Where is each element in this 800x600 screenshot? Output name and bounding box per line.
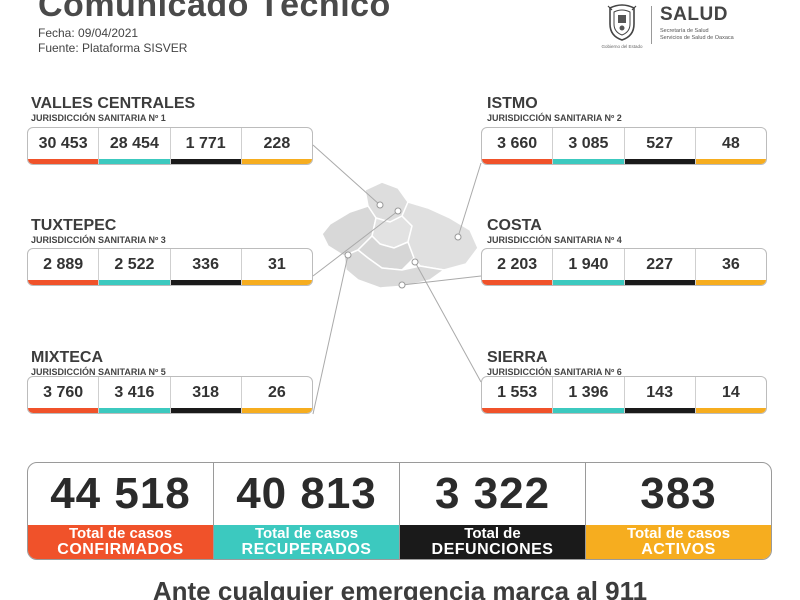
jurisdiction-label: JURISDICCIÓN SANITARIA Nº 1 — [31, 113, 166, 123]
data-source: Fuente: Plataforma SISVER — [38, 41, 188, 55]
total-confirmed: 44 518 Total de casos CONFIRMADOS — [28, 463, 214, 559]
stats-istmo: 3 660 3 085 527 48 — [481, 127, 767, 165]
confirmed-count: 3 660 — [482, 128, 554, 164]
region-name-istmo: ISTMO — [487, 95, 538, 112]
salud-logo-subtitle: Secretaría de Salud — [660, 28, 709, 34]
deaths-count: 336 — [170, 249, 242, 285]
map-region-costa — [343, 249, 446, 289]
recovered-count: 1 396 — [553, 377, 625, 413]
totals-panel: 44 518 Total de casos CONFIRMADOS 40 813… — [27, 462, 772, 560]
total-active: 383 Total de casos ACTIVOS — [586, 463, 771, 559]
emergency-message: Ante cualquier emergencia marca al 911 — [152, 576, 648, 600]
deaths-count: 318 — [170, 377, 242, 413]
confirmed-count: 3 760 — [28, 377, 100, 413]
region-name-tuxtepec: TUXTEPEC — [31, 217, 117, 234]
stats-tuxtepec: 2 889 2 522 336 31 — [27, 248, 313, 286]
page-title: Comunicado Técnico — [38, 0, 391, 24]
total-deaths: 3 322 Total de DEFUNCIONES — [400, 463, 586, 559]
leader-line-mixteca — [312, 254, 349, 415]
total-active-value: 383 — [640, 469, 717, 518]
recovered-count: 3 085 — [553, 128, 625, 164]
region-name-sierra: SIERRA — [487, 349, 548, 366]
stats-costa: 2 203 1 940 227 36 — [481, 248, 767, 286]
total-confirmed-label: Total de casos CONFIRMADOS — [28, 525, 213, 559]
deaths-count: 527 — [624, 128, 696, 164]
oaxaca-map — [321, 181, 479, 289]
logo-divider — [651, 6, 652, 44]
recovered-count: 1 940 — [553, 249, 625, 285]
leader-line-valles-centrales — [312, 144, 381, 206]
region-name-costa: COSTA — [487, 217, 542, 234]
salud-logo-subtitle-2: Servicios de Salud de Oaxaca — [660, 35, 734, 41]
total-confirmed-value: 44 518 — [50, 469, 191, 518]
total-recovered: 40 813 Total de casos RECUPERADOS — [214, 463, 400, 559]
jurisdiction-label: JURISDICCIÓN SANITARIA Nº 2 — [487, 113, 622, 123]
stats-valles-centrales: 30 453 28 454 1 771 228 — [27, 127, 313, 165]
total-recovered-label: Total de casos RECUPERADOS — [214, 525, 399, 559]
confirmed-count: 1 553 — [482, 377, 554, 413]
active-count: 228 — [241, 128, 312, 164]
state-seal-icon — [607, 4, 637, 41]
leader-line-sierra — [414, 261, 482, 383]
jurisdiction-label: JURISDICCIÓN SANITARIA Nº 5 — [31, 367, 166, 377]
total-active-label: Total de casos ACTIVOS — [586, 525, 771, 559]
active-count: 36 — [695, 249, 766, 285]
recovered-count: 2 522 — [99, 249, 171, 285]
total-deaths-value: 3 322 — [434, 469, 551, 518]
stats-mixteca: 3 760 3 416 318 26 — [27, 376, 313, 414]
deaths-count: 1 771 — [170, 128, 242, 164]
total-recovered-value: 40 813 — [236, 469, 377, 518]
leader-line-costa — [401, 275, 482, 286]
deaths-count: 143 — [624, 377, 696, 413]
active-count: 26 — [241, 377, 312, 413]
leader-line-istmo — [457, 162, 482, 238]
salud-logo-name: SALUD — [660, 4, 728, 25]
map-marker-tuxtepec — [394, 207, 402, 215]
jurisdiction-label: JURISDICCIÓN SANITARIA Nº 6 — [487, 367, 622, 377]
confirmed-count: 30 453 — [28, 128, 100, 164]
map-marker-mixteca — [344, 251, 352, 259]
confirmed-count: 2 203 — [482, 249, 554, 285]
map-marker-costa — [398, 281, 406, 289]
map-marker-valles-centrales — [376, 201, 384, 209]
total-deaths-label: Total de DEFUNCIONES — [400, 525, 585, 559]
recovered-count: 3 416 — [99, 377, 171, 413]
map-marker-sierra — [411, 258, 419, 266]
jurisdiction-label: JURISDICCIÓN SANITARIA Nº 4 — [487, 235, 622, 245]
active-count: 14 — [695, 377, 766, 413]
map-marker-istmo — [454, 233, 462, 241]
leader-line-tuxtepec — [312, 210, 399, 277]
recovered-count: 28 454 — [99, 128, 171, 164]
report-date: Fecha: 09/04/2021 — [38, 26, 139, 40]
active-count: 31 — [241, 249, 312, 285]
seal-caption: Gobierno del Estado — [601, 44, 643, 49]
region-name-mixteca: MIXTECA — [31, 349, 103, 366]
stats-sierra: 1 553 1 396 143 14 — [481, 376, 767, 414]
region-name-valles-centrales: VALLES CENTRALES — [31, 95, 196, 112]
active-count: 48 — [695, 128, 766, 164]
jurisdiction-label: JURISDICCIÓN SANITARIA Nº 3 — [31, 235, 166, 245]
deaths-count: 227 — [624, 249, 696, 285]
confirmed-count: 2 889 — [28, 249, 100, 285]
